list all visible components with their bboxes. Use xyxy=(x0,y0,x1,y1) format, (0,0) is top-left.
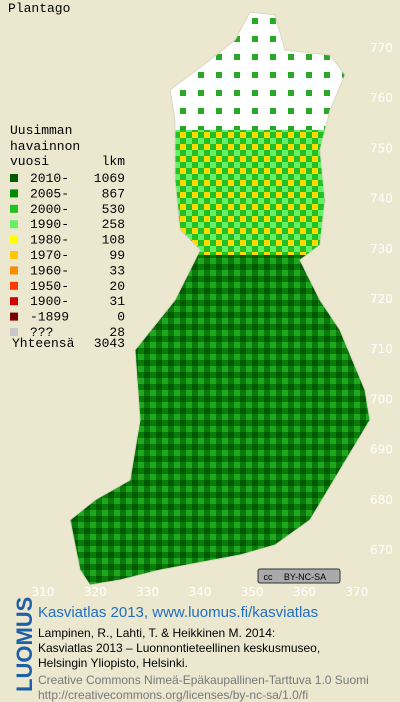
legend-count: 28 xyxy=(109,325,125,340)
legend-column: lkm xyxy=(102,154,126,169)
legend-count: 1069 xyxy=(94,171,125,186)
legend-swatch xyxy=(10,189,18,198)
legend-swatch xyxy=(10,297,18,306)
y-tick-label: 700 xyxy=(370,392,393,406)
badge-cc: cc xyxy=(264,572,274,582)
legend-column: vuosi xyxy=(10,154,49,169)
legend-label: 1970- xyxy=(30,248,69,263)
legend-label: 2005- xyxy=(30,186,69,201)
x-tick-label: 360 xyxy=(293,585,316,599)
total-count: 3043 xyxy=(94,336,125,351)
y-tick-label: 710 xyxy=(370,342,393,356)
legend-swatch xyxy=(10,204,18,213)
x-tick-label: 370 xyxy=(345,585,368,599)
legend-count: 31 xyxy=(109,294,125,309)
legend-count: 108 xyxy=(102,233,125,248)
legend-count: 0 xyxy=(117,310,125,325)
legend-label: 1950- xyxy=(30,279,69,294)
y-tick-label: 680 xyxy=(370,493,393,507)
x-tick-label: 340 xyxy=(188,585,211,599)
y-tick-label: 690 xyxy=(370,443,393,457)
legend-label: 2000- xyxy=(30,202,69,217)
citation: Kasviatlas 2013 – Luonnontieteellinen ke… xyxy=(38,641,320,655)
legend-count: 867 xyxy=(102,186,125,201)
license: http://creativecommons.org/licenses/by-n… xyxy=(38,688,308,702)
badge: cc BY-NC-SA xyxy=(257,568,341,584)
outline xyxy=(69,11,371,586)
license: Creative Commons Nimeä-Epäkaupallinen-Ta… xyxy=(38,673,369,687)
legend-label: 1900- xyxy=(30,294,69,309)
legend-label: -1899 xyxy=(30,310,69,325)
legend-swatch xyxy=(10,266,18,275)
y-tick-label: 750 xyxy=(370,141,393,155)
title: Plantago xyxy=(8,1,70,16)
legend-count: 530 xyxy=(102,202,125,217)
y-tick-label: 760 xyxy=(370,91,393,105)
y-tick-label: 730 xyxy=(370,242,393,256)
legend-label: 1960- xyxy=(30,263,69,278)
legend-count: 20 xyxy=(109,279,125,294)
total-label: Yhteensä xyxy=(12,336,75,351)
legend-label: 2010- xyxy=(30,171,69,186)
legend-label: 1990- xyxy=(30,217,69,232)
legend-count: 258 xyxy=(102,217,125,232)
y-tick-label: 670 xyxy=(370,543,393,557)
legend-swatch xyxy=(10,235,18,244)
x-tick-label: 320 xyxy=(84,585,107,599)
legend-swatch xyxy=(10,281,18,290)
legend-header: havainnon xyxy=(10,139,80,154)
citation: Lampinen, R., Lahti, T. & Heikkinen M. 2… xyxy=(38,626,275,640)
y-tick-label: 740 xyxy=(370,192,393,206)
legend-swatch xyxy=(10,174,18,182)
legend-count: 99 xyxy=(109,248,125,263)
legend-swatch xyxy=(10,251,18,259)
legend-label: ??? xyxy=(30,325,53,340)
legend-count: 33 xyxy=(109,263,125,278)
logo: LUOMUS xyxy=(12,597,37,692)
y-tick-label: 720 xyxy=(370,292,393,306)
legend-swatch xyxy=(10,220,18,229)
x-tick-label: 310 xyxy=(32,585,55,599)
y-tick-label: 770 xyxy=(370,41,393,55)
x-tick-label: 330 xyxy=(136,585,159,599)
badge-text: BY-NC-SA xyxy=(284,572,326,582)
citation: Helsingin Yliopisto, Helsinki. xyxy=(38,656,188,670)
legend-swatch xyxy=(10,312,18,321)
legend-label: 1980- xyxy=(30,233,69,248)
legend-swatch xyxy=(10,328,18,336)
footer-heading: Kasviatlas 2013, www.luomus.fi/kasviatla… xyxy=(38,604,318,621)
legend-header: Uusimman xyxy=(10,123,72,138)
x-tick-label: 350 xyxy=(241,585,264,599)
